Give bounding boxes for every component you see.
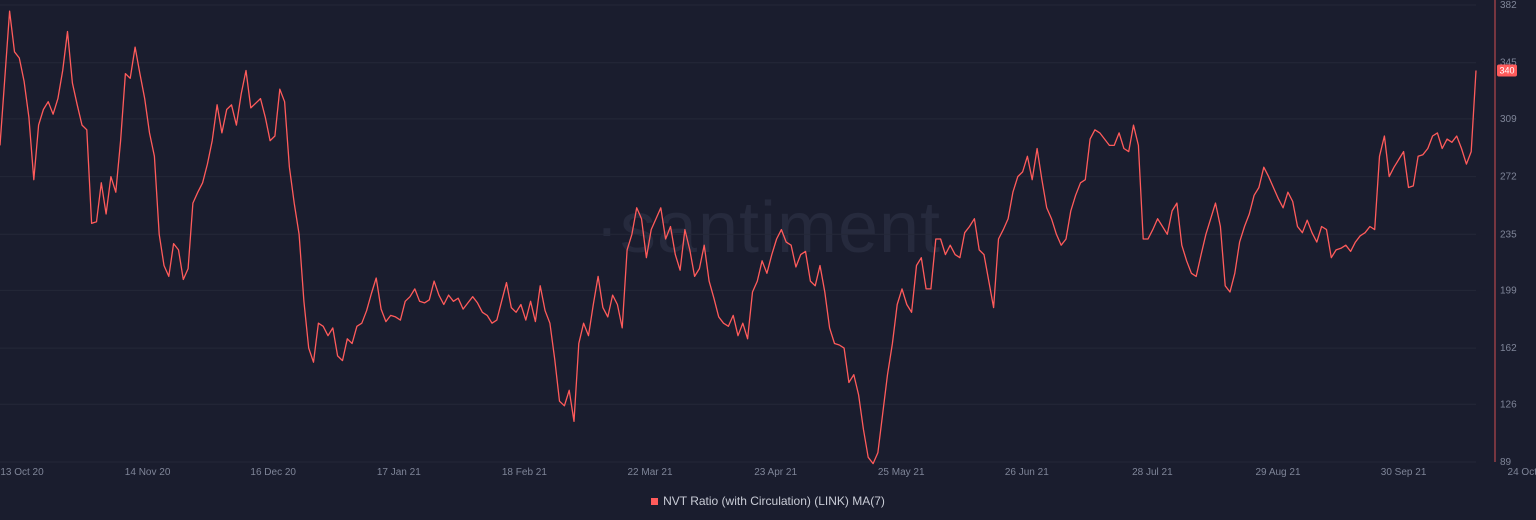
legend-label: NVT Ratio (with Circulation) (LINK) MA(7… bbox=[663, 494, 885, 508]
x-tick-label: 18 Feb 21 bbox=[502, 467, 547, 478]
last-value-label: 340 bbox=[1499, 66, 1514, 76]
x-tick-label: 22 Mar 21 bbox=[627, 467, 672, 478]
series-line bbox=[0, 10, 1477, 465]
y-tick-label: 309 bbox=[1500, 114, 1517, 125]
x-tick-label: 28 Jul 21 bbox=[1132, 467, 1173, 478]
x-tick-label: 16 Dec 20 bbox=[250, 467, 296, 478]
x-tick-label: 23 Apr 21 bbox=[754, 467, 797, 478]
x-tick-label: 30 Sep 21 bbox=[1381, 467, 1427, 478]
y-tick-label: 199 bbox=[1500, 285, 1517, 296]
y-tick-label: 345 bbox=[1500, 58, 1517, 69]
y-tick-label: 272 bbox=[1500, 172, 1517, 183]
y-tick-label: 235 bbox=[1500, 229, 1517, 240]
x-tick-label: 14 Nov 20 bbox=[125, 467, 171, 478]
x-tick-label: 26 Jun 21 bbox=[1005, 467, 1049, 478]
x-tick-label: 13 Oct 20 bbox=[0, 467, 44, 478]
y-tick-label: 382 bbox=[1500, 0, 1517, 11]
y-tick-label: 89 bbox=[1500, 457, 1512, 468]
legend[interactable]: NVT Ratio (with Circulation) (LINK) MA(7… bbox=[0, 494, 1536, 508]
legend-swatch bbox=[651, 498, 659, 505]
last-value-badge bbox=[1497, 64, 1517, 77]
x-tick-label: 24 Oct 21 bbox=[1508, 467, 1536, 478]
x-tick-label: 29 Aug 21 bbox=[1255, 467, 1300, 478]
y-tick-label: 162 bbox=[1500, 343, 1517, 354]
x-tick-label: 17 Jan 21 bbox=[377, 467, 421, 478]
y-tick-label: 126 bbox=[1500, 399, 1517, 410]
x-tick-label: 25 May 21 bbox=[878, 467, 925, 478]
